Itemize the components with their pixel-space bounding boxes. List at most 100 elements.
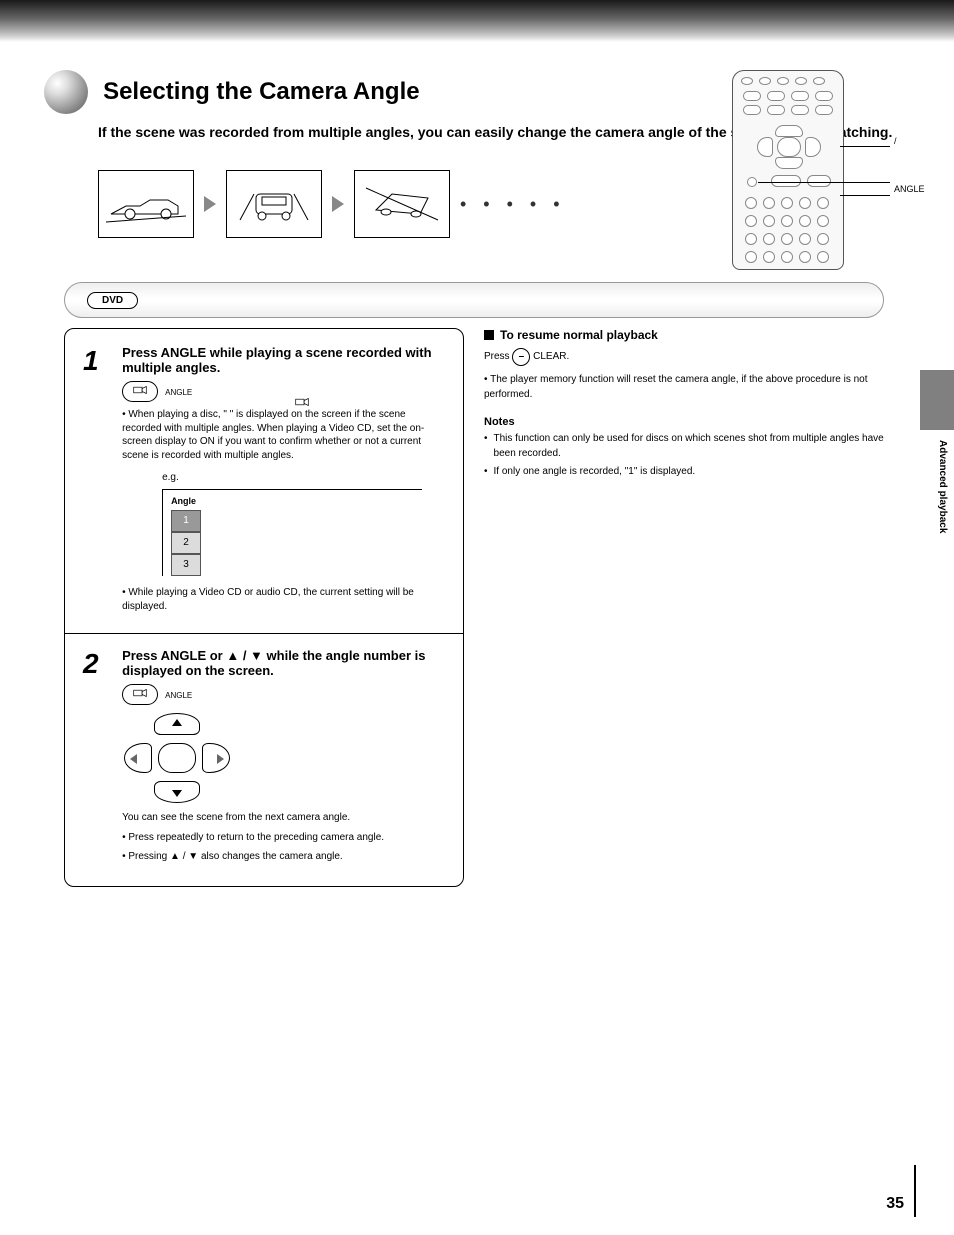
remote-btn: [817, 251, 829, 263]
remote-btn: [799, 233, 811, 245]
note-1: • This function can only be used for dis…: [484, 432, 884, 461]
osd-example: e.g. Angle 1 2 3: [162, 472, 442, 576]
bullet-icon: •: [484, 465, 488, 480]
step-head: Press ANGLE while playing a scene record…: [122, 345, 442, 375]
disc-badge: DVD: [87, 292, 138, 309]
remote-leader-label-dpad: /: [894, 136, 897, 146]
resume-body-b: CLEAR.: [533, 351, 569, 362]
ellipsis-dots: • • • • •: [460, 194, 566, 215]
remote-btn: [817, 215, 829, 227]
remote-dpad-up: [775, 125, 803, 137]
square-bullet-icon: [484, 330, 494, 340]
resume-note: • The player memory function will reset …: [484, 372, 884, 402]
camera-icon: [295, 397, 309, 407]
step-1-text: • When playing a disc, " " is displayed …: [122, 408, 442, 462]
remote-dpad-right: [805, 137, 821, 157]
osd-frame: Angle 1 2 3: [162, 489, 422, 576]
remote-btn: [763, 215, 775, 227]
osd-column-header: Angle: [171, 496, 422, 506]
step-2-text-1: You can see the scene from the next came…: [122, 811, 442, 825]
remote-btn: [791, 105, 809, 115]
remote-btn: [799, 197, 811, 209]
angle-button-graphic: [122, 381, 158, 402]
step-1-line-1: • When playing a disc, " " is displayed …: [122, 409, 424, 461]
step-2-head: Press ANGLE or ▲ / ▼ while the angle num…: [122, 648, 442, 678]
angle-illustration-row: • • • • •: [98, 170, 566, 238]
remote-btn: [799, 215, 811, 227]
section-sphere-icon: [44, 70, 88, 114]
note-1-text: This function can only be used for discs…: [494, 432, 884, 461]
car-angle-2: [226, 170, 322, 238]
remote-btn: [763, 197, 775, 209]
remote-angle-btn: [747, 177, 757, 187]
remote-btn: [759, 77, 771, 85]
up-down-icon: ▲ / ▼: [226, 648, 263, 663]
osd-cell: 3: [171, 554, 201, 576]
remote-btn: [763, 233, 775, 245]
side-tab-label: Advanced playback: [926, 440, 948, 533]
remote-btn: [813, 77, 825, 85]
remote-btn: [743, 91, 761, 101]
remote-btn: [745, 233, 757, 245]
remote-btn: [741, 77, 753, 85]
remote-btn: [767, 105, 785, 115]
remote-btn: [791, 91, 809, 101]
remote-btn: [795, 77, 807, 85]
page-divider-bar: [914, 1165, 916, 1217]
remote-btn: [777, 77, 789, 85]
car-angle-1: [98, 170, 194, 238]
remote-btn: [817, 233, 829, 245]
up-down-icon: ▲ / ▼: [170, 851, 198, 862]
step-1: 1 Press ANGLE while playing a scene reco…: [83, 345, 445, 619]
resume-body-a: Press: [484, 351, 512, 362]
remote-btn: [771, 175, 801, 187]
arrow-icon: [204, 196, 216, 212]
remote-control-diagram: [732, 70, 844, 270]
remote-btn: [745, 251, 757, 263]
step-2-text-2: • Press repeatedly to return to the prec…: [122, 831, 442, 845]
angle-btn-hint: ANGLE: [165, 691, 192, 700]
step-number: 1: [83, 345, 119, 377]
remote-btn: [781, 251, 793, 263]
section-title: Selecting the Camera Angle: [103, 78, 420, 106]
remote-btn: [817, 197, 829, 209]
remote-dpad-down: [775, 157, 803, 169]
step-2-text-3: • Pressing ▲ / ▼ also changes the camera…: [122, 850, 442, 864]
remote-btn: [807, 175, 831, 187]
camera-icon: [133, 385, 147, 395]
angle-button-graphic: [122, 684, 158, 705]
clear-button-icon: –: [512, 348, 530, 366]
remote-btn: [745, 197, 757, 209]
right-column: To resume normal playback Press – CLEAR.…: [484, 328, 884, 480]
bullet-icon: •: [484, 432, 488, 461]
osd-cell: 2: [171, 532, 201, 554]
notes-heading: Notes: [484, 416, 884, 428]
remote-leader-line: [758, 182, 890, 183]
angle-btn-hint: ANGLE: [165, 388, 192, 397]
step-number: 2: [83, 648, 119, 680]
resume-heading-text: To resume normal playback: [500, 328, 658, 342]
remote-btn: [781, 215, 793, 227]
osd-eg-label: e.g.: [162, 472, 442, 483]
remote-btn: [799, 251, 811, 263]
remote-btn: [745, 215, 757, 227]
resume-heading: To resume normal playback: [484, 328, 884, 342]
remote-btn: [767, 91, 785, 101]
remote-btn: [763, 251, 775, 263]
osd-cell: 1: [171, 510, 201, 532]
remote-leader-label-angle: ANGLE: [894, 184, 925, 194]
remote-dpad-left: [757, 137, 773, 157]
car-angle-3: [354, 170, 450, 238]
remote-btn: [815, 105, 833, 115]
dpad-graphic: [122, 713, 232, 803]
remote-leader-line: [840, 146, 890, 147]
remote-btn: [815, 91, 833, 101]
note-2: • If only one angle is recorded, "1" is …: [484, 465, 884, 480]
step-1-note: • While playing a Video CD or audio CD, …: [122, 586, 442, 613]
page-number: 35: [886, 1195, 904, 1213]
disc-type-bar: DVD: [64, 282, 884, 318]
remote-btn: [743, 105, 761, 115]
step-2-text-3b: also changes the camera angle.: [198, 851, 343, 862]
step-divider: [65, 633, 463, 634]
step-2: 2 Press ANGLE or ▲ / ▼ while the angle n…: [83, 648, 445, 870]
